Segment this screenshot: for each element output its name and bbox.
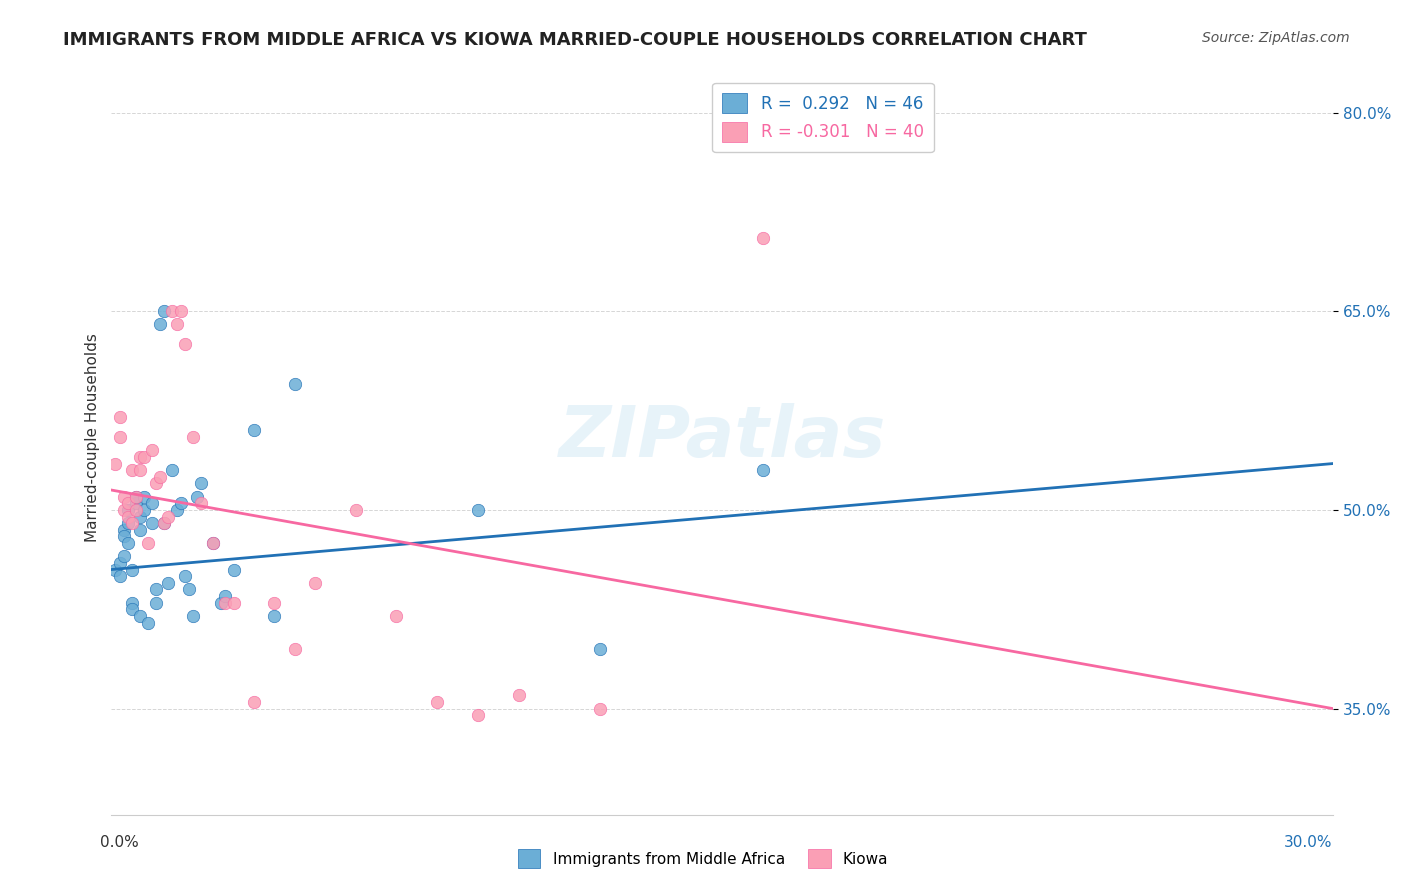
Point: [467, 708, 489, 723]
Point: [112, 503, 135, 517]
Point: [162, 463, 184, 477]
Point: [169, 496, 191, 510]
Point: [153, 304, 176, 318]
Point: [426, 695, 449, 709]
Point: [166, 318, 188, 332]
Point: [385, 608, 408, 623]
Point: [132, 503, 155, 517]
Point: [145, 476, 167, 491]
Point: [132, 450, 155, 464]
Point: [108, 410, 131, 425]
Point: [190, 496, 212, 510]
Point: [181, 430, 204, 444]
Point: [104, 562, 127, 576]
Point: [166, 503, 188, 517]
Text: 0.0%: 0.0%: [100, 836, 139, 850]
Point: [222, 562, 245, 576]
Text: ZIPatlas: ZIPatlas: [558, 402, 886, 472]
Point: [108, 430, 131, 444]
Point: [121, 602, 143, 616]
Point: [108, 569, 131, 583]
Point: [129, 509, 152, 524]
Point: [141, 443, 163, 458]
Point: [177, 582, 200, 597]
Point: [157, 509, 180, 524]
Point: [173, 569, 195, 583]
Point: [121, 463, 143, 477]
Point: [284, 377, 307, 392]
Point: [129, 450, 152, 464]
Point: [214, 589, 236, 603]
Point: [136, 536, 159, 550]
Point: [589, 701, 612, 715]
Point: [243, 695, 266, 709]
Point: [129, 463, 152, 477]
Point: [508, 689, 530, 703]
Text: Source: ZipAtlas.com: Source: ZipAtlas.com: [1202, 31, 1350, 45]
Point: [157, 575, 180, 590]
Point: [129, 608, 152, 623]
Point: [202, 536, 225, 550]
Point: [186, 490, 208, 504]
Point: [121, 562, 143, 576]
Point: [117, 536, 139, 550]
Point: [136, 615, 159, 630]
Point: [104, 457, 127, 471]
Point: [162, 304, 184, 318]
Point: [153, 516, 176, 531]
Point: [121, 596, 143, 610]
Point: [243, 424, 266, 438]
Point: [117, 509, 139, 524]
Point: [202, 536, 225, 550]
Text: IMMIGRANTS FROM MIDDLE AFRICA VS KIOWA MARRIED-COUPLE HOUSEHOLDS CORRELATION CHA: IMMIGRANTS FROM MIDDLE AFRICA VS KIOWA M…: [63, 31, 1087, 49]
Point: [589, 642, 612, 657]
Point: [108, 556, 131, 570]
Point: [263, 608, 285, 623]
Point: [173, 337, 195, 351]
Point: [284, 642, 307, 657]
Point: [209, 596, 232, 610]
Point: [222, 596, 245, 610]
Point: [752, 231, 775, 245]
Point: [141, 516, 163, 531]
Point: [467, 503, 489, 517]
Point: [117, 496, 139, 510]
Point: [752, 463, 775, 477]
Point: [121, 516, 143, 531]
Point: [214, 596, 236, 610]
Point: [145, 596, 167, 610]
Point: [112, 549, 135, 564]
Point: [181, 608, 204, 623]
Point: [125, 496, 148, 510]
Point: [125, 490, 148, 504]
Legend: Immigrants from Middle Africa, Kiowa: Immigrants from Middle Africa, Kiowa: [510, 841, 896, 875]
Legend: R =  0.292   N = 46, R = -0.301   N = 40: R = 0.292 N = 46, R = -0.301 N = 40: [713, 83, 934, 152]
Point: [149, 318, 172, 332]
Point: [153, 516, 176, 531]
Point: [132, 490, 155, 504]
Point: [117, 503, 139, 517]
Point: [117, 516, 139, 531]
Point: [263, 596, 285, 610]
Point: [149, 470, 172, 484]
Point: [112, 529, 135, 543]
Point: [129, 523, 152, 537]
Point: [169, 304, 191, 318]
Y-axis label: Married-couple Households: Married-couple Households: [86, 333, 100, 541]
Point: [112, 490, 135, 504]
Point: [304, 575, 326, 590]
Point: [190, 476, 212, 491]
Text: 30.0%: 30.0%: [1284, 836, 1331, 850]
Point: [125, 503, 148, 517]
Point: [145, 582, 167, 597]
Point: [344, 503, 367, 517]
Point: [125, 490, 148, 504]
Point: [141, 496, 163, 510]
Point: [112, 523, 135, 537]
